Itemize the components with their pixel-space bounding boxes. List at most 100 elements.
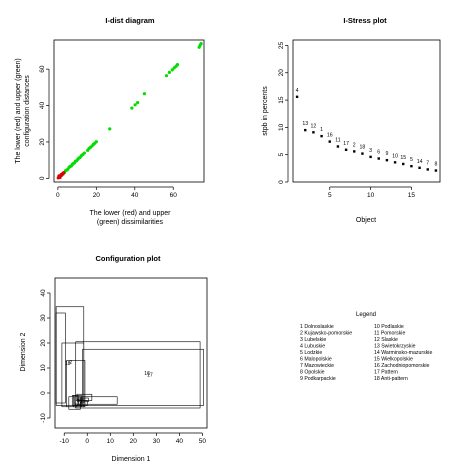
legend-title: Legend: [356, 312, 376, 318]
config-frame: [54, 277, 208, 429]
stress-y-tick-label: 20: [278, 69, 285, 77]
idist-title: I-dist diagram: [105, 16, 155, 25]
stress-y-tick-label: 5: [278, 153, 285, 157]
stress-y-tick-label: 25: [278, 41, 285, 49]
config-boxes: [55, 306, 204, 410]
config-x-tick-label: 20: [130, 438, 138, 445]
idist-ylabel-line2: configuration distances: [24, 75, 31, 147]
stress-y-axis: 0 5 10 15 20 25: [278, 41, 289, 184]
stress-point: [418, 166, 421, 169]
config-panel: Configuration plot -10 0 10 20 30 40 50 -10 0 10…: [20, 254, 208, 463]
idist-x-tick-label: 40: [131, 192, 139, 199]
config-title: Configuration plot: [96, 254, 161, 263]
stress-y-tick-label: 10: [278, 123, 285, 131]
legend-entry: 7 Mazowieckie: [300, 363, 334, 369]
idist-upper-point: [136, 101, 140, 105]
stress-point: [312, 131, 315, 134]
stress-point: [369, 155, 372, 159]
stress-point: [336, 145, 340, 148]
config-y-tick-label: 40: [40, 289, 47, 297]
legend-entry: 6 Malopolskie: [300, 357, 332, 363]
stress-point: [344, 148, 348, 151]
stress-point-label: 7: [426, 160, 429, 166]
idist-upper-point: [164, 74, 169, 78]
idist-frame: [53, 39, 205, 183]
stress-point-label: 5: [410, 157, 413, 163]
stress-point-label: 17: [343, 141, 349, 147]
legend-entry: 12 Slaskie: [374, 337, 398, 343]
idist-xlabel-line1: The lower (red) and upper: [90, 210, 172, 217]
config-x-axis: -10 0 10 20 30 40 50: [60, 432, 207, 445]
config-ylabel: Dimension 2: [20, 332, 27, 371]
idist-xlabel-line2: (green) dissimilarities: [97, 219, 164, 226]
stress-point-label: 1: [320, 127, 323, 133]
stress-y-tick-label: 15: [278, 96, 285, 104]
config-box: [55, 306, 85, 406]
legend-entry: 3 Lubelskie: [300, 337, 326, 343]
stress-x-tick-label: 15: [408, 192, 416, 199]
stress-point-label: 14: [417, 159, 423, 165]
stress-point-label: 15: [400, 155, 406, 161]
legend-entry: 14 Warminsko-mazurskie: [374, 350, 432, 356]
idist-y-tick-label: 20: [39, 138, 46, 146]
idist-y-tick-label: 40: [39, 102, 46, 110]
idist-x-tick-label: 20: [93, 192, 101, 199]
stress-point: [304, 128, 307, 132]
config-x-tick-label: 30: [153, 438, 161, 445]
config-y-tick-label: 20: [40, 339, 47, 347]
config-point-label: 2: [69, 360, 72, 366]
legend-entry: 8 Opolskie: [300, 370, 325, 376]
stress-point: [320, 134, 323, 138]
config-y-tick-label: -10: [40, 413, 47, 423]
idist-points: [56, 42, 203, 180]
config-point-label: 11: [80, 399, 85, 405]
stress-x-tick-label: 10: [367, 192, 375, 199]
stress-point-label: 18: [360, 145, 366, 151]
legend-entry: 11 Pomorskie: [374, 331, 405, 337]
idist-x-tick-label: 0: [56, 192, 60, 199]
stress-point-label: 11: [335, 138, 340, 144]
idist-y-axis: 0 20 40 60: [39, 65, 50, 180]
idist-upper-point: [82, 151, 86, 155]
stress-x-tick-label: 5: [328, 192, 332, 199]
stress-point-label: 10: [392, 153, 398, 159]
config-point-label: 17: [147, 372, 153, 378]
stress-point: [328, 140, 331, 143]
config-x-tick-label: -10: [60, 438, 70, 445]
stress-y-tick-label: 0: [278, 180, 285, 184]
stress-point: [353, 150, 356, 153]
config-xlabel: Dimension 1: [112, 456, 151, 463]
stress-point: [426, 168, 429, 171]
stress-point-label: 13: [302, 121, 308, 127]
stress-point: [385, 158, 389, 162]
idist-lower-point: [59, 172, 64, 176]
idist-upper-point: [167, 70, 171, 75]
legend-entry: 15 Wielkopolskie: [374, 357, 413, 363]
config-x-tick-label: 0: [85, 438, 89, 445]
config-box: [77, 397, 89, 403]
config-x-tick-label: 50: [199, 438, 207, 445]
legend-entry: 10 Podlaskie: [374, 324, 404, 330]
config-point-label: 4: [79, 402, 82, 408]
idist-x-tick-label: 60: [170, 192, 178, 199]
stress-point: [410, 164, 413, 168]
config-y-tick-label: 10: [40, 364, 47, 372]
idist-upper-point: [94, 140, 98, 144]
config-point-label: 16: [144, 371, 150, 377]
stress-point-label: 9: [385, 151, 388, 157]
legend-entry: 4 Lubuskie: [300, 344, 325, 350]
stress-point: [295, 95, 299, 98]
config-box: [55, 312, 66, 404]
stress-point-label: 12: [311, 123, 317, 129]
config-y-tick-label: 30: [40, 314, 47, 322]
legend-entry: 9 Podkarpackie: [300, 376, 336, 382]
stress-ylabel: stpb in percents: [262, 86, 269, 136]
stress-point-label: 8: [434, 162, 437, 168]
idist-upper-point: [175, 62, 180, 67]
stress-point: [434, 169, 438, 172]
stress-point: [393, 161, 397, 164]
config-box: [75, 341, 201, 409]
